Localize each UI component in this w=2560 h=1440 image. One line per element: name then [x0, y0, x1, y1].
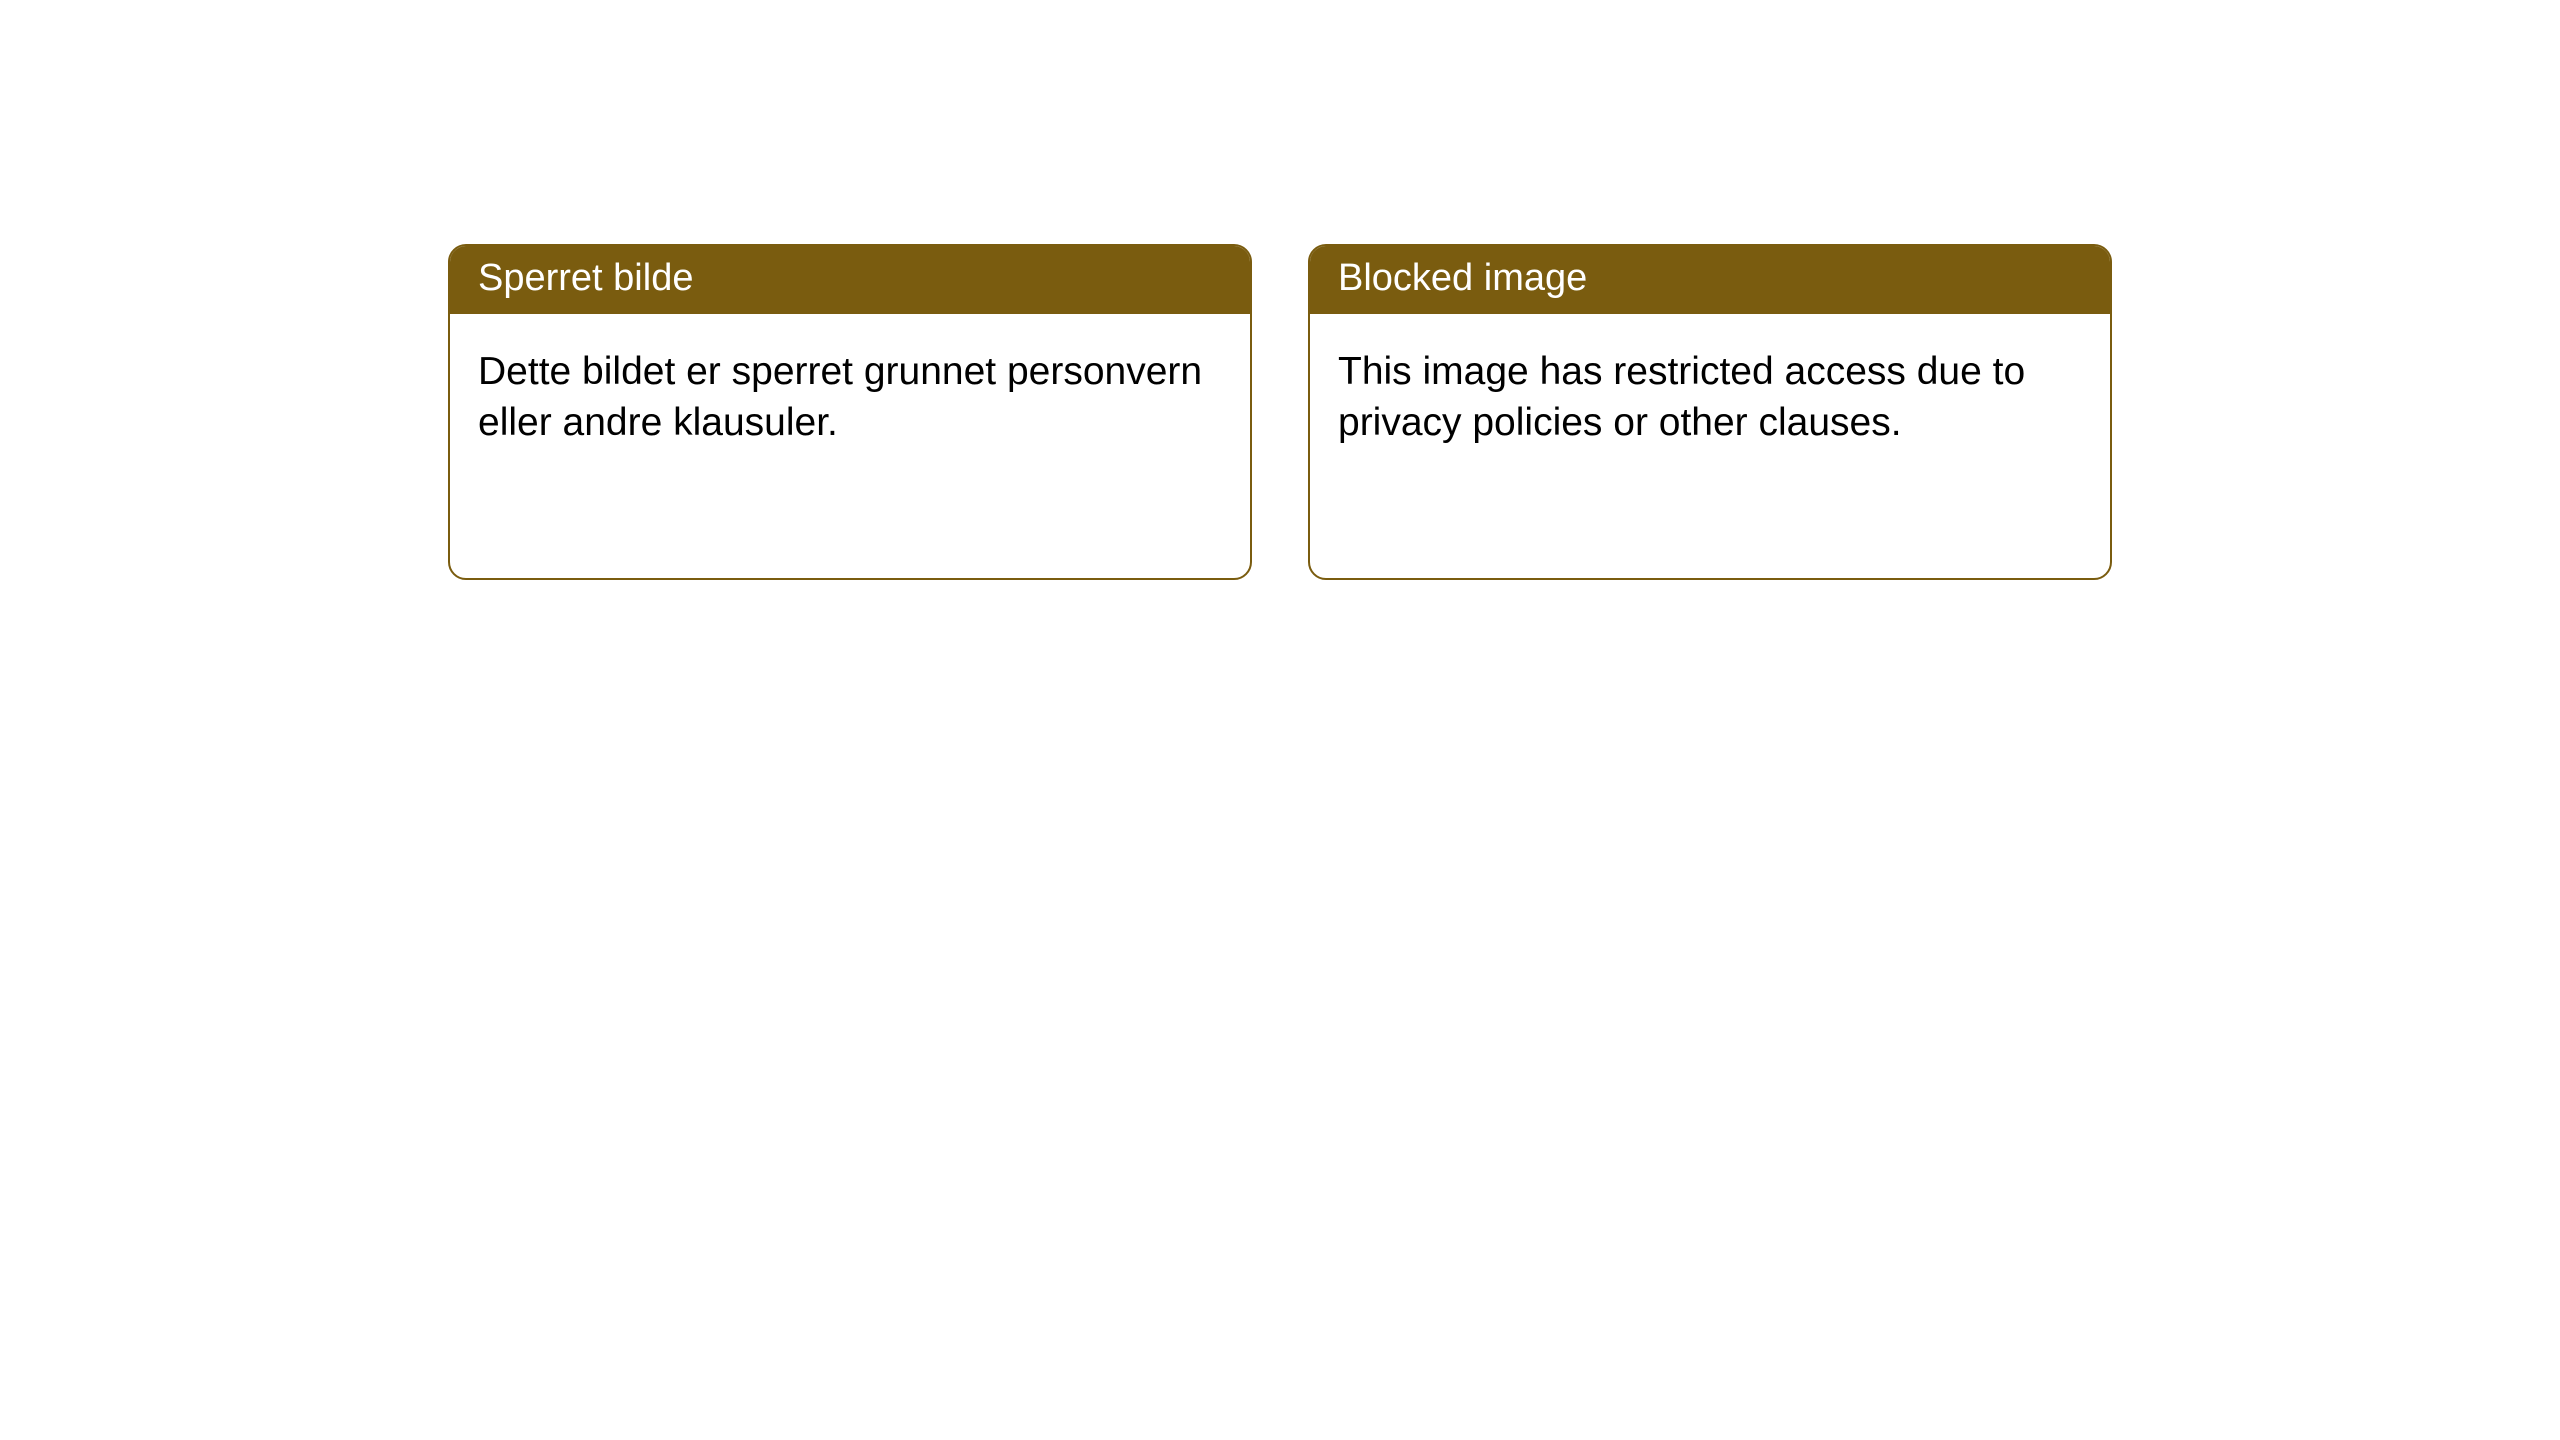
card-body-text: Dette bildet er sperret grunnet personve…	[478, 350, 1202, 444]
blocked-image-card-no: Sperret bilde Dette bildet er sperret gr…	[448, 244, 1252, 580]
card-body-text: This image has restricted access due to …	[1338, 350, 2025, 444]
card-title: Blocked image	[1338, 257, 1587, 299]
card-header: Blocked image	[1310, 246, 2110, 314]
notice-container: Sperret bilde Dette bildet er sperret gr…	[0, 0, 2560, 580]
blocked-image-card-en: Blocked image This image has restricted …	[1308, 244, 2112, 580]
card-body: Dette bildet er sperret grunnet personve…	[450, 314, 1250, 481]
card-body: This image has restricted access due to …	[1310, 314, 2110, 481]
card-header: Sperret bilde	[450, 246, 1250, 314]
card-title: Sperret bilde	[478, 257, 693, 299]
